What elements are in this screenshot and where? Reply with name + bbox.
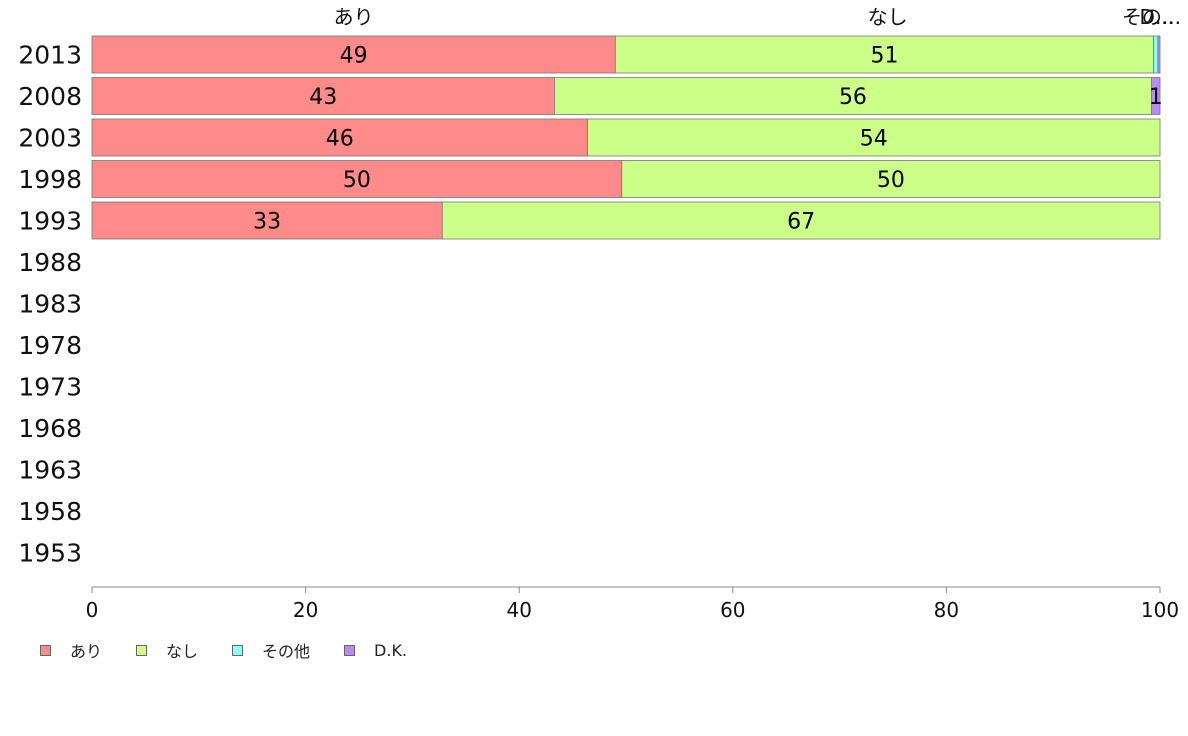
bar-value-label: 56 [839, 85, 867, 110]
legend-label: なし [166, 642, 199, 661]
bar-value-label: 33 [253, 210, 281, 235]
bar-segment [1151, 77, 1161, 115]
bar-segment [1153, 35, 1159, 74]
bar-value-label: 46 [326, 127, 354, 152]
category-label: 1998 [18, 165, 82, 194]
legend-item: なし [136, 638, 198, 662]
bar-value-label: 54 [860, 127, 888, 152]
bar-value-label: 49 [340, 44, 368, 69]
x-tick-label: 20 [293, 598, 318, 622]
legend-swatch [40, 644, 51, 656]
bar-segment [621, 160, 1161, 198]
bar-value-label: 67 [787, 210, 815, 235]
bar-value-label: 1 [1149, 85, 1163, 110]
bar-segment [1157, 35, 1161, 74]
bar-segment [614, 35, 1154, 74]
bar-segment [91, 201, 443, 240]
bar-segment [587, 118, 1161, 157]
legend-item: D.K. [344, 641, 407, 660]
legend: あり なし その他 D.K. [40, 638, 441, 662]
bar-segment [91, 77, 555, 115]
legend-label: その他 [262, 642, 311, 661]
legend-swatch [136, 644, 148, 656]
category-label: 2008 [18, 82, 82, 111]
bar-value-label: 51 [870, 44, 898, 69]
bar-segment [91, 160, 623, 198]
category-label: 1953 [18, 539, 82, 568]
legend-item: あり [40, 638, 102, 662]
bar-segment [441, 201, 1161, 240]
legend-swatch [232, 644, 244, 656]
category-label: 1993 [18, 207, 82, 236]
bar-value-label: 50 [877, 168, 905, 193]
bar-segment [554, 77, 1152, 115]
x-tick-label: 60 [720, 598, 745, 622]
bar-segment [91, 35, 616, 74]
category-label: 2003 [18, 124, 82, 153]
legend-label: あり [70, 642, 103, 661]
category-label: 1958 [18, 497, 82, 526]
legend-label: D.K. [374, 640, 408, 660]
x-tick-label: 80 [934, 598, 959, 622]
top-series-label: あり [334, 5, 374, 29]
category-label: 1973 [18, 373, 82, 402]
legend-item: その他 [232, 638, 310, 662]
x-tick-label: 0 [86, 598, 99, 622]
x-tick-label: 100 [1141, 598, 1179, 622]
category-label: 2013 [18, 41, 82, 70]
top-series-label: D... [1140, 5, 1174, 29]
top-series-label: その... [1122, 5, 1181, 29]
x-tick-label: 40 [506, 598, 531, 622]
category-label: 1983 [18, 290, 82, 319]
category-label: 1963 [18, 456, 82, 485]
bar-value-label: 50 [343, 168, 371, 193]
legend-swatch [344, 644, 356, 656]
top-series-label: なし [868, 5, 908, 29]
category-label: 1978 [18, 331, 82, 360]
bar-segment [91, 118, 588, 157]
category-label: 1988 [18, 248, 82, 277]
category-label: 1968 [18, 414, 82, 443]
bar-value-label: 43 [309, 85, 337, 110]
